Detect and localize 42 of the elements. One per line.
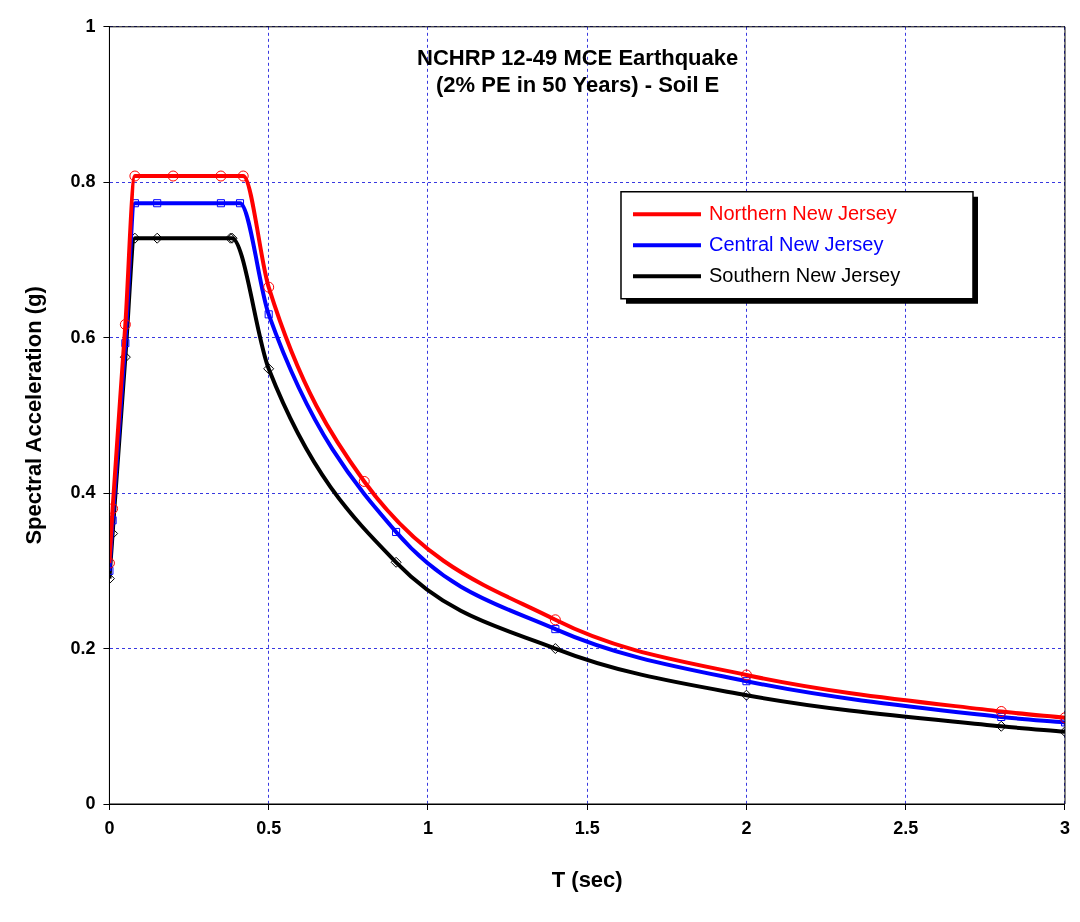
text: NCHRP 12-49 MCE Earthquake (2% PE in 50 Years) - Soil E — [417, 44, 739, 97]
point — [264, 310, 273, 319]
point — [551, 625, 560, 634]
point — [263, 281, 275, 293]
point — [390, 556, 402, 568]
y-tick-label: 0.2 — [70, 637, 96, 658]
point — [129, 170, 141, 182]
legend-label: Central New Jersey — [708, 232, 884, 255]
point — [119, 318, 131, 330]
x-tick-label: 1.5 — [574, 817, 600, 838]
point — [153, 199, 162, 208]
point — [740, 669, 752, 681]
y-axis-title: Spectral Acceleration (g) — [21, 286, 47, 545]
legend-label: Southern New Jersey — [708, 263, 901, 286]
point — [235, 199, 245, 208]
point — [549, 643, 561, 655]
legend-label: Northern New Jersey — [708, 201, 897, 224]
x-tick-label: 0 — [104, 817, 115, 838]
x-tick-label: 2 — [741, 817, 752, 838]
x-tick-label: 2.5 — [893, 817, 919, 838]
point — [109, 503, 119, 515]
point — [167, 170, 179, 182]
point — [997, 712, 1006, 721]
y-tick-label: 0.4 — [70, 482, 96, 503]
y-tick-label: 1 — [85, 15, 96, 36]
x-tick-label: 3 — [1059, 817, 1070, 838]
point — [549, 614, 561, 626]
point — [237, 170, 249, 182]
y-tick-label: 0.8 — [70, 171, 96, 192]
x-tick-label: 1 — [422, 817, 433, 838]
point — [995, 706, 1007, 718]
point — [121, 339, 130, 348]
point — [216, 199, 225, 208]
y-tick-label: 0 — [85, 792, 96, 813]
point — [263, 363, 275, 375]
x-tick-label: 0.5 — [256, 817, 282, 838]
point — [392, 527, 401, 537]
point — [215, 170, 227, 182]
y-tick-label: 0.6 — [70, 326, 96, 347]
point — [742, 677, 751, 686]
x-axis-title: T (sec) — [551, 866, 623, 892]
point — [358, 475, 370, 487]
